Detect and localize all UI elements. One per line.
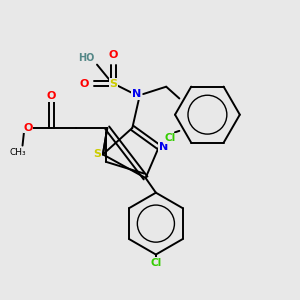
Text: S: S (109, 79, 117, 89)
Text: O: O (47, 91, 56, 101)
Text: N: N (159, 142, 168, 152)
Text: Cl: Cl (165, 133, 176, 143)
Text: O: O (109, 50, 118, 60)
Text: Cl: Cl (150, 258, 161, 268)
Text: O: O (23, 123, 32, 133)
Text: N: N (131, 89, 141, 99)
Text: O: O (80, 79, 89, 89)
Text: HO: HO (79, 53, 95, 63)
Text: S: S (94, 149, 102, 159)
Text: CH₃: CH₃ (9, 148, 26, 157)
